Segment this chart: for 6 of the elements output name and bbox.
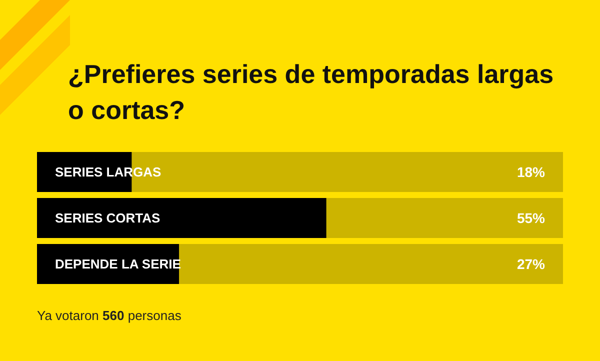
data-label: 18% bbox=[516, 164, 546, 180]
text: Ya votaron 560 personas bbox=[37, 308, 182, 323]
chart-title: ¿Prefieres series de temporadas largas o cortas? bbox=[68, 58, 555, 127]
y-tick-label: SERIES CORTAS bbox=[55, 210, 161, 226]
data-label: 27% bbox=[516, 256, 546, 272]
data-label: 55% bbox=[516, 210, 546, 226]
